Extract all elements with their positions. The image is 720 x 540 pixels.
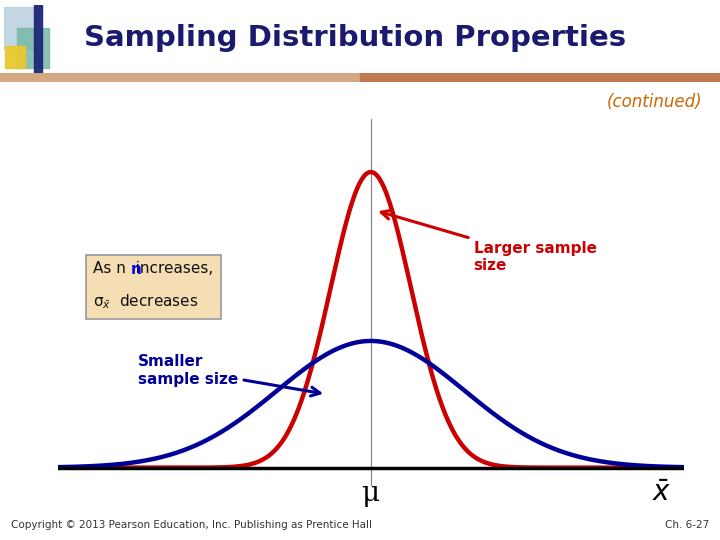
Bar bbox=[17, 28, 49, 68]
Text: Smaller
sample size: Smaller sample size bbox=[138, 354, 320, 396]
Text: μ: μ bbox=[361, 481, 380, 508]
Text: Larger sample
size: Larger sample size bbox=[381, 211, 597, 273]
Bar bbox=[0, 73, 360, 82]
Text: Copyright © 2013 Pearson Education, Inc. Publishing as Prentice Hall: Copyright © 2013 Pearson Education, Inc.… bbox=[11, 520, 372, 530]
Text: n: n bbox=[131, 261, 142, 276]
Text: (continued): (continued) bbox=[606, 93, 702, 111]
Text: $\bar{x}$: $\bar{x}$ bbox=[652, 481, 671, 508]
Bar bbox=[6, 46, 25, 68]
Text: As n  increases,
$\mathregular{\sigma}_{\bar{x}}$  decreases: As n increases, $\mathregular{\sigma}_{\… bbox=[94, 261, 214, 312]
Text: Sampling Distribution Properties: Sampling Distribution Properties bbox=[84, 24, 626, 52]
Text: Ch. 6-27: Ch. 6-27 bbox=[665, 520, 709, 530]
Bar bbox=[35, 5, 42, 73]
Bar bbox=[360, 73, 720, 82]
Bar bbox=[4, 8, 39, 49]
